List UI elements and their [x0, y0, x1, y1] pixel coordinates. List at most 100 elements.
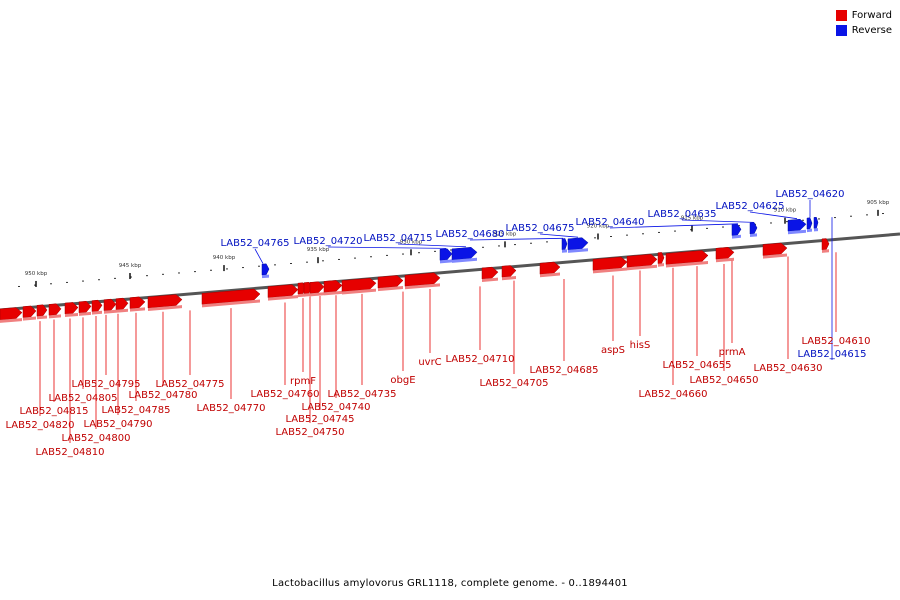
gene-arrow[interactable]: [22, 305, 37, 318]
gene-arrow-shadow: [788, 229, 806, 235]
gene-arrow[interactable]: [78, 300, 92, 314]
gene-arrow[interactable]: [404, 272, 441, 287]
gene-arrow[interactable]: [592, 256, 628, 271]
gene-arrow-shadow: [37, 315, 47, 320]
gene-rpmf[interactable]: rpmF: [267, 284, 316, 387]
gene-lab52_04815[interactable]: LAB52_04815: [19, 305, 89, 417]
gene-arrow[interactable]: [0, 307, 23, 321]
gene-arrow-shadow: [0, 318, 22, 323]
gene-arrow[interactable]: [147, 294, 183, 309]
gene-leader-line: [539, 233, 579, 238]
gene-arrow[interactable]: [539, 261, 561, 275]
gene-arrow[interactable]: [481, 266, 499, 280]
gene-label: LAB52_04780: [128, 390, 197, 401]
gene-arrow[interactable]: [715, 247, 735, 260]
gene-hiss[interactable]: hisS: [592, 256, 650, 351]
gene-lab52_04720[interactable]: LAB52_04720: [293, 236, 453, 264]
gene-lab52_04795[interactable]: LAB52_04795: [71, 300, 141, 390]
gene-arrow[interactable]: [821, 238, 830, 251]
scale-label: 930 kbp: [400, 239, 423, 245]
gene-lab52_04780[interactable]: LAB52_04780: [115, 297, 198, 401]
gene-arrow[interactable]: [567, 237, 589, 251]
gene-arrow[interactable]: [48, 303, 62, 316]
gene-arrow[interactable]: [813, 216, 819, 229]
gene-arrow[interactable]: [439, 248, 453, 261]
gene-lab52_04625[interactable]: LAB52_04625: [715, 201, 807, 235]
gene-arrow-shadow: [65, 312, 78, 318]
gene-arrow-shadow: [268, 295, 298, 301]
gene-arrow[interactable]: [129, 296, 146, 309]
gene-arrow[interactable]: [115, 297, 129, 310]
scale-label: 940 kbp: [213, 255, 236, 261]
gene-arrow-shadow: [23, 316, 36, 321]
gene-arrow[interactable]: [323, 280, 343, 293]
gene-arrow[interactable]: [806, 217, 813, 230]
gene-lab52_04770[interactable]: LAB52_04770: [147, 294, 266, 414]
gene-lab52_04635[interactable]: LAB52_04635: [647, 209, 758, 237]
gene-lab52_04805[interactable]: LAB52_04805: [48, 303, 118, 404]
gene-lab52_04820[interactable]: LAB52_04820: [0, 307, 75, 431]
gene-lab52_04640[interactable]: LAB52_04640: [575, 217, 742, 239]
gene-lab52_04710[interactable]: LAB52_04710: [404, 272, 515, 365]
gene-label: LAB52_04680: [435, 229, 504, 240]
gene-arrow-shadow: [378, 286, 403, 292]
gene-lab52_04620[interactable]: LAB52_04620: [775, 189, 845, 233]
gene-lab52_04705[interactable]: LAB52_04705: [479, 266, 549, 389]
gene-label: rpmF: [290, 376, 316, 387]
gene-lab52_04675[interactable]: LAB52_04675: [505, 223, 589, 253]
gene-lab52_04655[interactable]: LAB52_04655: [657, 252, 732, 371]
gene-arrow[interactable]: [665, 250, 709, 265]
gene-arrow[interactable]: [561, 238, 568, 251]
gene-asps[interactable]: aspS: [539, 261, 625, 356]
gene-lab52_04800[interactable]: LAB52_04800: [61, 302, 131, 444]
gene-arrow[interactable]: [201, 288, 261, 305]
gene-lab52_04810[interactable]: LAB52_04810: [35, 304, 105, 458]
gene-arrow[interactable]: [787, 218, 807, 232]
gene-arrow[interactable]: [377, 275, 404, 289]
gene-lab52_04685[interactable]: LAB52_04685: [501, 265, 599, 376]
gene-arrow[interactable]: [261, 263, 270, 276]
gene-arrow[interactable]: [501, 265, 517, 278]
gene-lab52_04775[interactable]: LAB52_04775: [129, 296, 225, 390]
legend: Forward Reverse: [835, 8, 892, 38]
gene-prma[interactable]: prmA: [715, 247, 746, 358]
legend-forward-label: Forward: [851, 10, 892, 21]
scale-label: 925 kbp: [494, 231, 517, 237]
gene-arrow[interactable]: [36, 304, 48, 317]
gene-lab52_04660[interactable]: LAB52_04660: [626, 254, 708, 400]
gene-label: LAB52_04760: [250, 389, 319, 400]
legend-reverse: Reverse: [835, 23, 892, 38]
gene-lab52_04680[interactable]: LAB52_04680: [435, 229, 568, 253]
gene-arrow[interactable]: [103, 298, 117, 311]
gene-arrow[interactable]: [341, 277, 377, 292]
gene-arrow[interactable]: [91, 299, 103, 312]
gene-obge[interactable]: obgE: [341, 277, 416, 386]
gene-lab52_04785[interactable]: LAB52_04785: [101, 298, 171, 416]
gene-arrow[interactable]: [64, 302, 79, 315]
gene-lab52_04740[interactable]: LAB52_04740: [301, 281, 371, 413]
gene-arrow[interactable]: [451, 247, 478, 261]
gene-lab52_04615[interactable]: LAB52_04615: [797, 216, 867, 360]
gene-arrow-shadow: [324, 290, 342, 296]
gene-arrow-shadow: [627, 264, 657, 271]
gene-label: LAB52_04675: [505, 223, 574, 234]
gene-arrow-shadow: [502, 276, 516, 281]
gene-lab52_04610[interactable]: LAB52_04610: [801, 238, 871, 347]
map-caption: Lactobacillus amylovorus GRL1118, comple…: [272, 578, 628, 589]
gene-arrow[interactable]: [267, 284, 299, 298]
gene-lab52_04765[interactable]: LAB52_04765: [220, 238, 290, 279]
gene-label: LAB52_04630: [753, 363, 822, 374]
gene-arrow[interactable]: [309, 281, 325, 294]
gene-lab52_04650[interactable]: LAB52_04650: [665, 250, 759, 386]
gene-arrow[interactable]: [657, 252, 665, 264]
gene-arrow[interactable]: [626, 254, 658, 268]
gene-lab52_04630[interactable]: LAB52_04630: [753, 242, 823, 374]
gene-label: LAB52_04770: [196, 403, 265, 414]
gene-lab52_04790[interactable]: LAB52_04790: [83, 299, 153, 430]
gene-lab52_04760[interactable]: LAB52_04760: [201, 288, 320, 400]
gene-arrow[interactable]: [762, 242, 788, 256]
gene-lab52_04715[interactable]: LAB52_04715: [363, 233, 478, 263]
gene-lab52_04735[interactable]: LAB52_04735: [323, 280, 397, 400]
gene-uvrc[interactable]: uvrC: [377, 275, 442, 368]
